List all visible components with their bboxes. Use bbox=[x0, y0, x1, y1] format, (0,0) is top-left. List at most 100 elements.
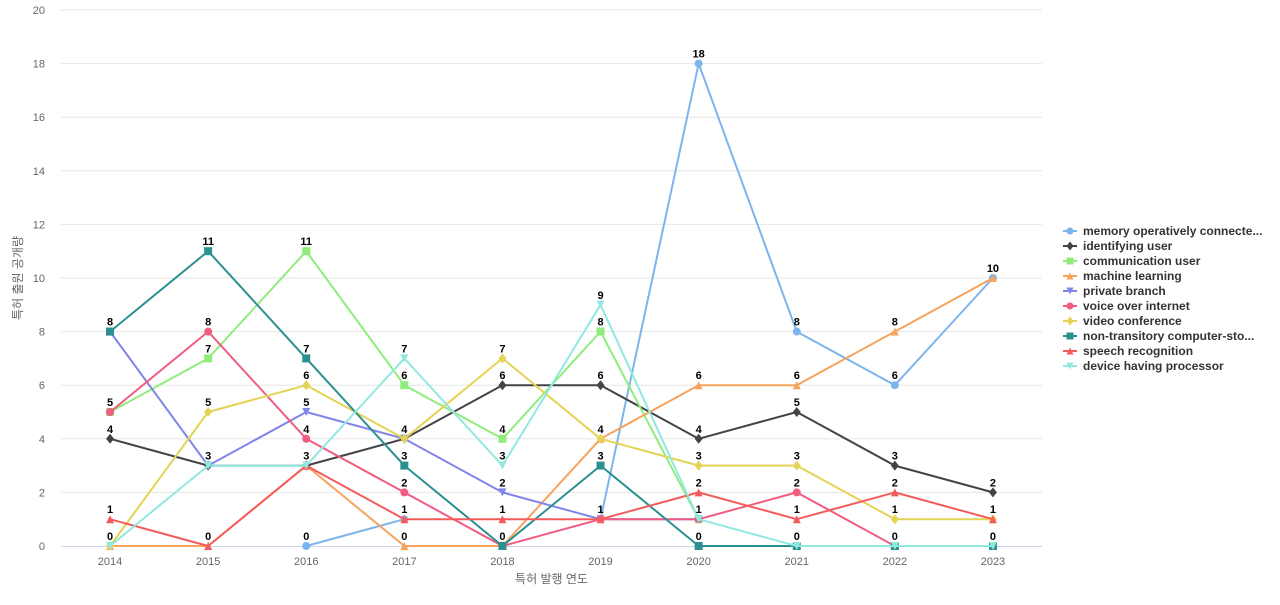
data-point[interactable] bbox=[106, 433, 115, 444]
data-point[interactable] bbox=[204, 247, 213, 256]
data-point[interactable] bbox=[890, 542, 899, 550]
data-point[interactable] bbox=[792, 327, 801, 336]
data-point[interactable] bbox=[890, 327, 899, 336]
data-point[interactable] bbox=[400, 542, 409, 550]
data-point[interactable] bbox=[694, 515, 703, 524]
data-point[interactable] bbox=[400, 461, 409, 470]
legend-item[interactable]: non-transitory computer-sto... bbox=[1063, 329, 1254, 343]
data-point[interactable] bbox=[106, 408, 115, 416]
data-point[interactable] bbox=[204, 461, 213, 470]
data-point[interactable] bbox=[204, 327, 213, 336]
data-point[interactable] bbox=[498, 380, 507, 391]
data-point[interactable] bbox=[694, 381, 703, 390]
legend-item[interactable]: machine learning bbox=[1063, 269, 1182, 283]
data-point[interactable] bbox=[302, 542, 311, 550]
data-point[interactable] bbox=[498, 461, 507, 470]
data-point[interactable] bbox=[400, 381, 409, 390]
data-point[interactable] bbox=[302, 408, 311, 416]
x-tick-label: 2015 bbox=[196, 556, 220, 568]
data-point[interactable] bbox=[302, 380, 311, 391]
data-label: 6 bbox=[892, 370, 898, 382]
data-point[interactable] bbox=[302, 461, 311, 470]
data-label: 8 bbox=[794, 317, 800, 329]
data-point[interactable] bbox=[302, 247, 311, 256]
data-point[interactable] bbox=[106, 515, 115, 524]
data-point[interactable] bbox=[106, 542, 115, 550]
data-point[interactable] bbox=[792, 542, 801, 550]
data-point[interactable] bbox=[498, 542, 507, 550]
legend-item[interactable]: device having processor bbox=[1063, 359, 1224, 373]
legend-item[interactable]: speech recognition bbox=[1063, 344, 1193, 358]
data-point[interactable] bbox=[988, 274, 997, 282]
data-point[interactable] bbox=[988, 542, 997, 550]
data-point[interactable] bbox=[204, 407, 213, 417]
data-point[interactable] bbox=[792, 381, 801, 390]
legend-item[interactable]: video conference bbox=[1063, 314, 1182, 328]
data-label: 3 bbox=[303, 451, 309, 463]
data-label: 6 bbox=[401, 370, 407, 382]
y-axis-title: 특허 출원 공개량 bbox=[11, 236, 25, 320]
data-label: 0 bbox=[401, 531, 407, 543]
data-point[interactable] bbox=[596, 515, 605, 524]
legend-marker bbox=[1066, 272, 1074, 280]
data-label: 1 bbox=[892, 504, 898, 516]
data-label: 10 bbox=[987, 263, 999, 275]
y-tick-label: 18 bbox=[33, 59, 45, 71]
legend-item[interactable]: voice over internet bbox=[1063, 299, 1190, 313]
data-point[interactable] bbox=[596, 327, 605, 336]
data-point[interactable] bbox=[890, 488, 899, 497]
data-label: 8 bbox=[107, 317, 113, 329]
data-point[interactable] bbox=[694, 542, 703, 550]
x-tick-label: 2019 bbox=[588, 556, 612, 568]
data-point[interactable] bbox=[400, 433, 409, 444]
legend-marker bbox=[1066, 316, 1074, 326]
data-point[interactable] bbox=[204, 542, 213, 550]
data-point[interactable] bbox=[792, 460, 801, 471]
data-point[interactable] bbox=[890, 381, 899, 390]
data-point[interactable] bbox=[890, 460, 899, 471]
data-point[interactable] bbox=[988, 487, 997, 498]
data-point[interactable] bbox=[694, 433, 703, 444]
data-point[interactable] bbox=[694, 488, 703, 497]
data-point[interactable] bbox=[204, 354, 213, 363]
x-tick-label: 2016 bbox=[294, 556, 318, 568]
legend-marker bbox=[1066, 362, 1074, 370]
data-point[interactable] bbox=[792, 488, 801, 497]
data-point[interactable] bbox=[302, 434, 311, 443]
data-point[interactable] bbox=[694, 460, 703, 471]
legend-item[interactable]: identifying user bbox=[1063, 239, 1173, 253]
legend-marker bbox=[1066, 241, 1074, 251]
data-point[interactable] bbox=[498, 488, 507, 497]
y-tick-label: 12 bbox=[33, 219, 45, 231]
data-point[interactable] bbox=[988, 515, 997, 524]
data-point[interactable] bbox=[400, 515, 409, 524]
data-point[interactable] bbox=[596, 433, 605, 444]
data-point[interactable] bbox=[596, 380, 605, 391]
legend-label: machine learning bbox=[1083, 269, 1182, 283]
data-point[interactable] bbox=[106, 327, 115, 336]
data-point[interactable] bbox=[792, 515, 801, 524]
data-label: 3 bbox=[696, 451, 702, 463]
data-label: 18 bbox=[693, 49, 705, 61]
data-label: 3 bbox=[794, 451, 800, 463]
data-point[interactable] bbox=[596, 300, 605, 309]
legend-item[interactable]: private branch bbox=[1063, 284, 1166, 298]
data-point[interactable] bbox=[302, 354, 311, 363]
data-point[interactable] bbox=[890, 514, 899, 525]
data-point[interactable] bbox=[400, 488, 409, 497]
legend-label: communication user bbox=[1083, 254, 1201, 268]
data-label: 3 bbox=[401, 451, 407, 463]
data-label: 1 bbox=[107, 504, 113, 516]
legend-item[interactable]: communication user bbox=[1063, 254, 1201, 268]
legend-item[interactable]: memory operatively connecte... bbox=[1063, 224, 1262, 238]
data-label: 6 bbox=[499, 370, 505, 382]
series-line bbox=[109, 357, 993, 547]
series-line bbox=[305, 62, 994, 547]
data-point[interactable] bbox=[596, 461, 605, 470]
data-point[interactable] bbox=[792, 407, 801, 417]
data-point[interactable] bbox=[694, 59, 703, 68]
data-point[interactable] bbox=[498, 353, 507, 364]
data-point[interactable] bbox=[498, 434, 507, 443]
data-point[interactable] bbox=[400, 354, 409, 363]
data-point[interactable] bbox=[498, 515, 507, 524]
